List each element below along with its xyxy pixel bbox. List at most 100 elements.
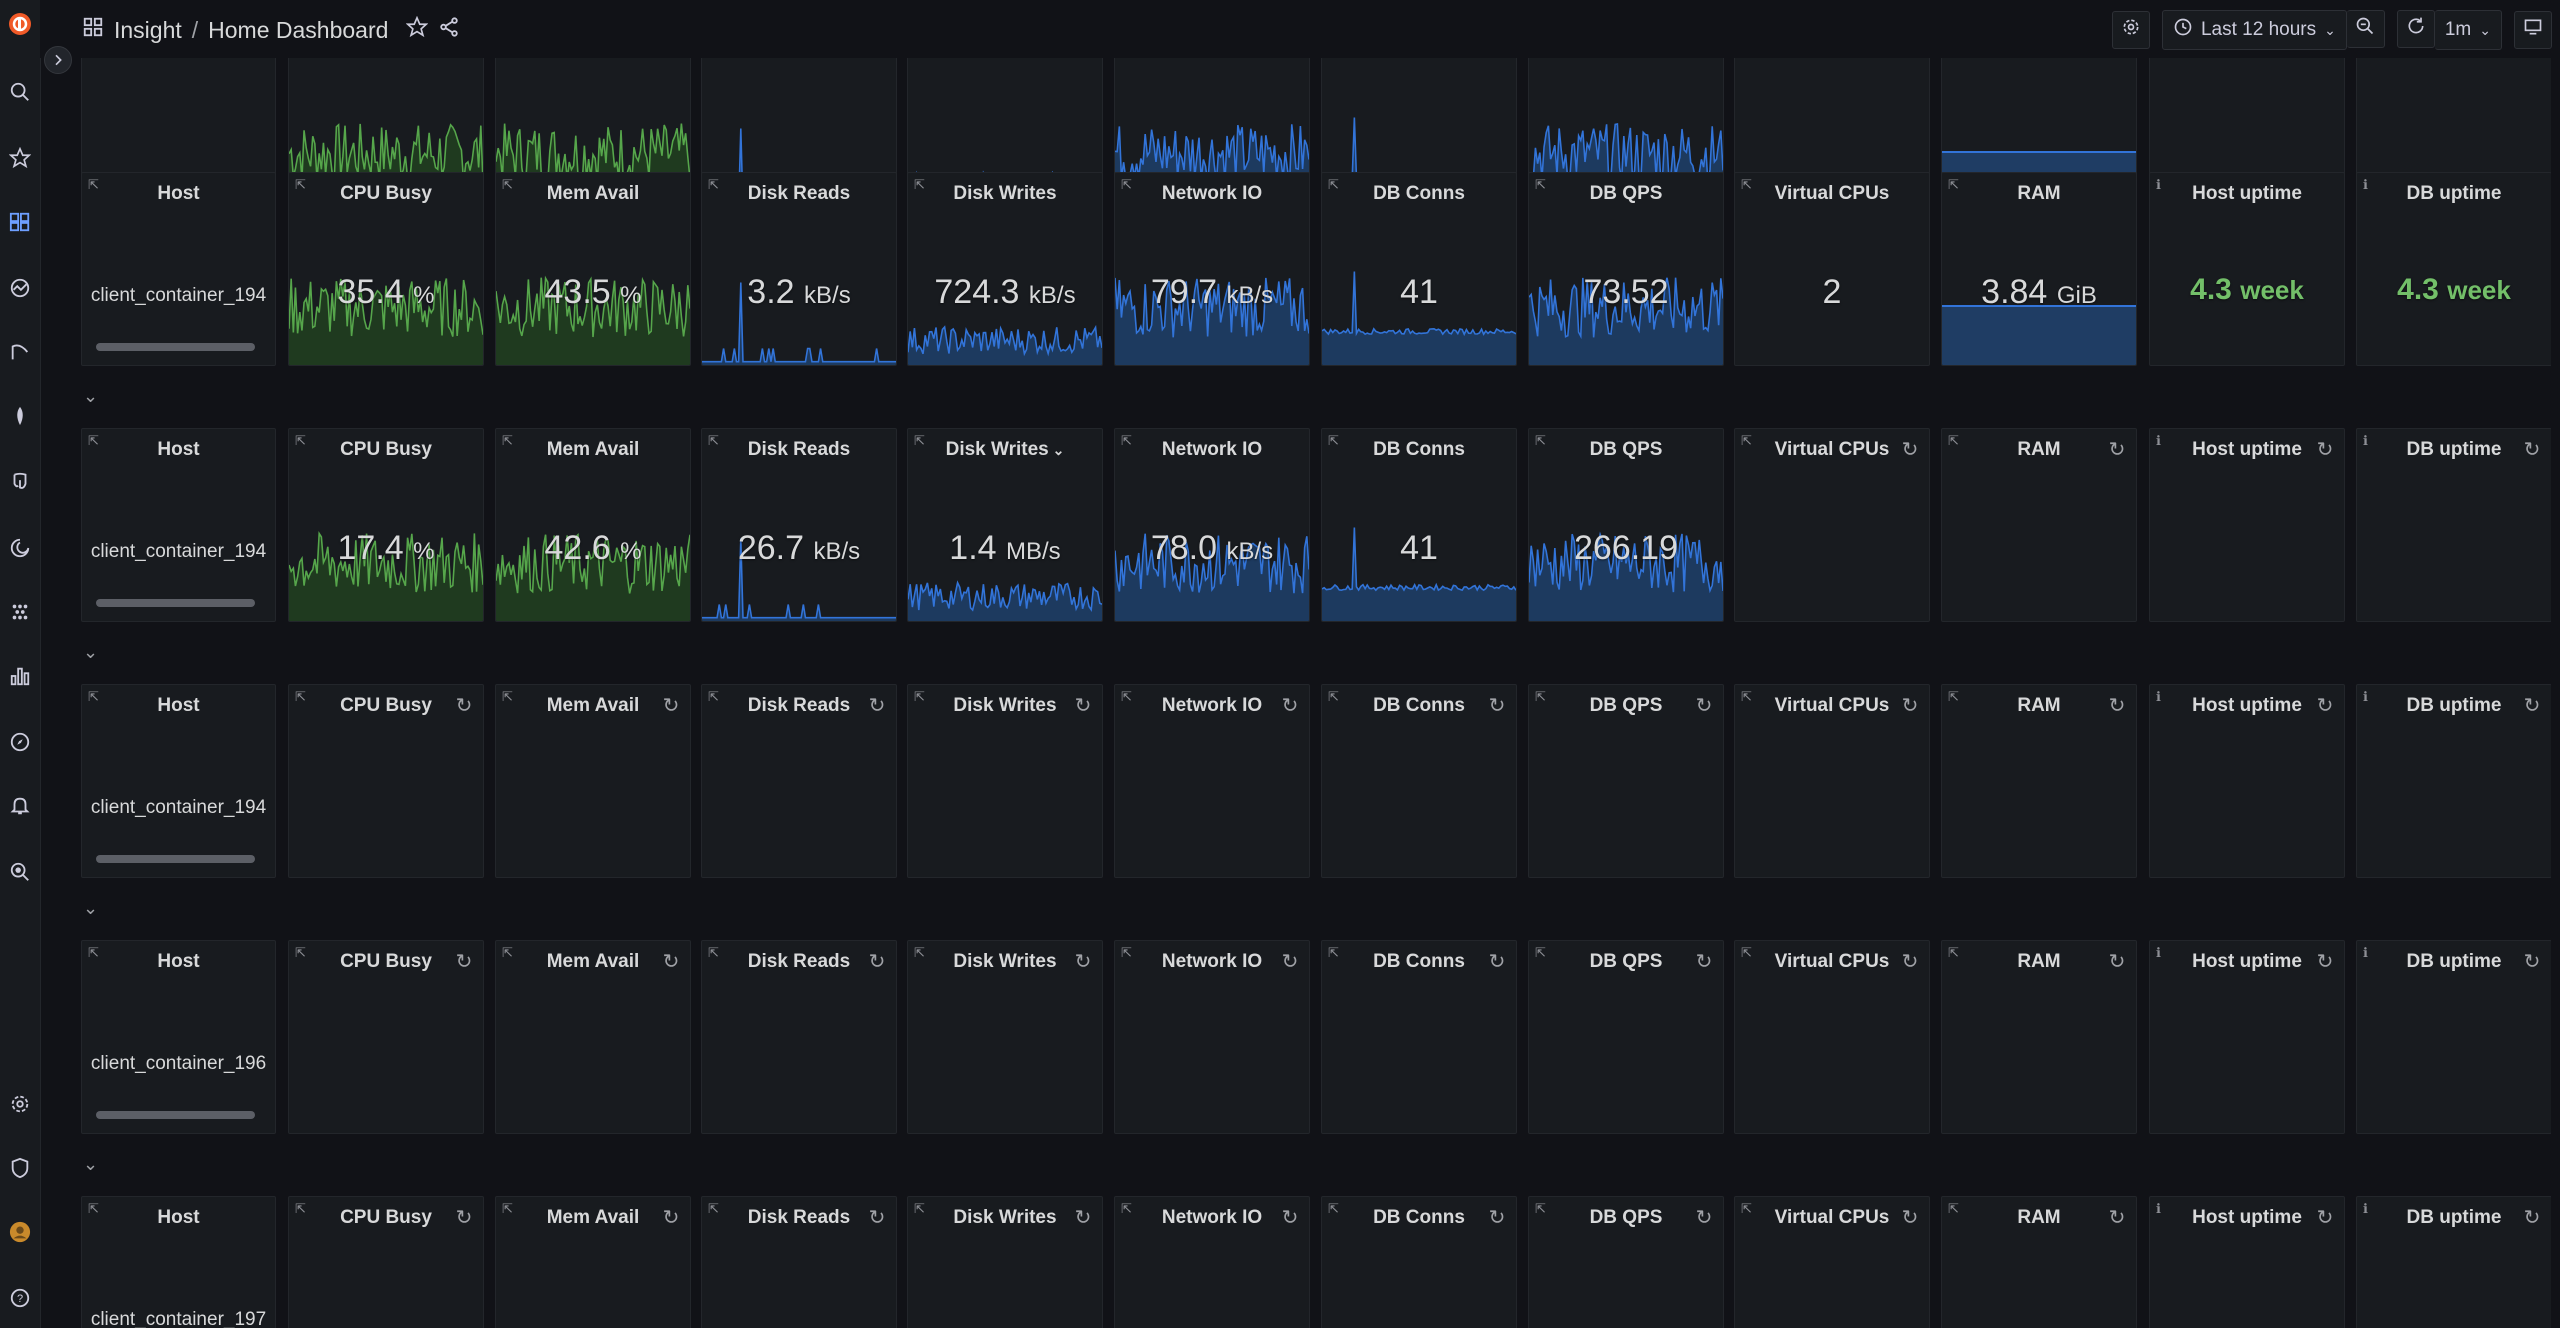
external-link-icon[interactable]: ⇱ bbox=[1328, 177, 1339, 192]
info-icon[interactable]: ℹ bbox=[2156, 177, 2161, 192]
proxysql-icon[interactable] bbox=[8, 536, 32, 560]
panel-disk-writes[interactable]: ⇱ Disk Writes ⌄ 1.4 MB/s bbox=[907, 428, 1103, 622]
info-icon[interactable]: ℹ bbox=[2363, 1201, 2368, 1216]
external-link-icon[interactable]: ⇱ bbox=[1328, 1201, 1339, 1216]
external-link-icon[interactable]: ⇱ bbox=[1535, 945, 1546, 960]
panel-db-conns[interactable]: ⇱ DB Conns 41 bbox=[1321, 172, 1517, 366]
panel-db-uptime[interactable]: ℹ DB uptime ↻ bbox=[2356, 684, 2551, 878]
info-icon[interactable]: ℹ bbox=[2363, 177, 2368, 192]
panel-ram[interactable]: ⇱ RAM ↻ bbox=[1941, 684, 2137, 878]
panel-db-conns[interactable]: ⇱ DB Conns ↻ bbox=[1321, 940, 1517, 1134]
zoom-out-button[interactable] bbox=[2346, 10, 2385, 48]
query-analytics-icon[interactable] bbox=[8, 340, 32, 364]
external-link-icon[interactable]: ⇱ bbox=[1741, 689, 1752, 704]
info-icon[interactable]: ℹ bbox=[2363, 689, 2368, 704]
panel-host[interactable]: ⇱ Host client_container_194 bbox=[81, 428, 276, 622]
external-link-icon[interactable]: ⇱ bbox=[502, 1201, 513, 1216]
row-collapse-chevron-icon[interactable]: ⌄ bbox=[83, 642, 99, 662]
external-link-icon[interactable]: ⇱ bbox=[502, 433, 513, 448]
grafana-logo-icon[interactable] bbox=[8, 12, 32, 36]
tv-mode-button[interactable] bbox=[2514, 11, 2552, 49]
info-icon[interactable]: ℹ bbox=[2363, 433, 2368, 448]
panel-disk-reads[interactable]: ⇱ Disk Reads ↻ bbox=[701, 684, 897, 878]
advisors-search-icon[interactable] bbox=[8, 860, 32, 884]
external-link-icon[interactable]: ⇱ bbox=[1121, 1201, 1132, 1216]
hexagon-grid-icon[interactable] bbox=[8, 600, 32, 624]
panel-db-conns[interactable]: ⇱ DB Conns ↻ bbox=[1321, 1196, 1517, 1328]
host-scrollbar[interactable] bbox=[96, 599, 255, 607]
panel-disk-writes[interactable]: ⇱ Disk Writes 724.3 kB/s bbox=[907, 172, 1103, 366]
panel-db-conns[interactable]: ⇱ DB Conns 41 bbox=[1321, 428, 1517, 622]
external-link-icon[interactable]: ⇱ bbox=[1948, 177, 1959, 192]
info-icon[interactable]: ℹ bbox=[2156, 433, 2161, 448]
refresh-button[interactable] bbox=[2396, 10, 2435, 48]
settings-gear-icon[interactable] bbox=[8, 1092, 32, 1116]
search-icon[interactable] bbox=[8, 80, 32, 104]
postgresql-icon[interactable] bbox=[8, 470, 32, 494]
external-link-icon[interactable]: ⇱ bbox=[88, 1201, 99, 1216]
dashboards-icon[interactable] bbox=[8, 210, 32, 234]
external-link-icon[interactable]: ⇱ bbox=[88, 689, 99, 704]
dashboard-settings-button[interactable] bbox=[2111, 11, 2150, 49]
info-icon[interactable]: ℹ bbox=[2156, 945, 2161, 960]
external-link-icon[interactable]: ⇱ bbox=[1741, 177, 1752, 192]
panel-mem[interactable]: ⇱ Mem Avail ↻ bbox=[495, 1196, 691, 1328]
external-link-icon[interactable]: ⇱ bbox=[295, 433, 306, 448]
panel-db-qps[interactable]: ⇱ DB QPS 73.52 bbox=[1528, 172, 1724, 366]
external-link-icon[interactable]: ⇱ bbox=[914, 1201, 925, 1216]
panel-ram[interactable]: ⇱ RAM ↻ bbox=[1941, 940, 2137, 1134]
panel-disk-reads[interactable]: ⇱ Disk Reads ↻ bbox=[701, 940, 897, 1134]
external-link-icon[interactable]: ⇱ bbox=[88, 433, 99, 448]
panel-cpu[interactable]: ⇱ CPU Busy 35.4 % bbox=[288, 172, 484, 366]
alerting-bell-icon[interactable] bbox=[8, 794, 32, 818]
host-scrollbar[interactable] bbox=[96, 855, 255, 863]
panel-host-uptime[interactable]: ℹ Host uptime ↻ bbox=[2149, 684, 2345, 878]
time-range-picker[interactable]: Last 12 hours ⌄ bbox=[2161, 10, 2347, 50]
panel-disk-reads[interactable]: ⇱ Disk Reads 3.2 kB/s bbox=[701, 172, 897, 366]
panel-db-uptime[interactable]: ℹ DB uptime ↻ bbox=[2356, 940, 2551, 1134]
panel-ram[interactable]: ⇱ RAM ↻ bbox=[1941, 1196, 2137, 1328]
row-collapse-chevron-icon[interactable]: ⌄ bbox=[83, 898, 99, 918]
panel-ram[interactable]: ⇱ RAM 3.84 GiB bbox=[1941, 172, 2137, 366]
host-scrollbar[interactable] bbox=[96, 343, 255, 351]
external-link-icon[interactable]: ⇱ bbox=[708, 177, 719, 192]
external-link-icon[interactable]: ⇱ bbox=[502, 689, 513, 704]
help-icon[interactable]: ? bbox=[8, 1286, 32, 1310]
external-link-icon[interactable]: ⇱ bbox=[708, 433, 719, 448]
external-link-icon[interactable]: ⇱ bbox=[295, 945, 306, 960]
panel-vcpus[interactable]: ⇱ Virtual CPUs ↻ bbox=[1734, 940, 1930, 1134]
external-link-icon[interactable]: ⇱ bbox=[88, 945, 99, 960]
external-link-icon[interactable]: ⇱ bbox=[1948, 945, 1959, 960]
panel-disk-reads[interactable]: ⇱ Disk Reads 26.7 kB/s bbox=[701, 428, 897, 622]
explore-compass-icon[interactable] bbox=[8, 730, 32, 754]
panel-cpu[interactable]: ⇱ CPU Busy 17.4 % bbox=[288, 428, 484, 622]
panel-network[interactable]: ⇱ Network IO ↻ bbox=[1114, 940, 1310, 1134]
panel-mem[interactable]: ⇱ Mem Avail 42.6 % bbox=[495, 428, 691, 622]
dashboard-title[interactable]: Home Dashboard bbox=[208, 16, 389, 43]
external-link-icon[interactable]: ⇱ bbox=[708, 689, 719, 704]
panel-host[interactable]: ⇱ Host client_container_196 bbox=[81, 940, 276, 1134]
panel-disk-reads[interactable]: ⇱ Disk Reads ↻ bbox=[701, 1196, 897, 1328]
panel-db-qps[interactable]: ⇱ DB QPS ↻ bbox=[1528, 940, 1724, 1134]
panel-cpu[interactable]: ⇱ CPU Busy ↻ bbox=[288, 684, 484, 878]
panel-vcpus[interactable]: ⇱ Virtual CPUs ↻ bbox=[1734, 1196, 1930, 1328]
info-icon[interactable]: ℹ bbox=[2363, 945, 2368, 960]
panel-menu-chevron-icon[interactable]: ⌄ bbox=[1048, 442, 1065, 458]
panel-vcpus[interactable]: ⇱ Virtual CPUs 2 bbox=[1734, 172, 1930, 366]
panel-mem[interactable]: ⇱ Mem Avail ↻ bbox=[495, 940, 691, 1134]
host-scrollbar[interactable] bbox=[96, 1111, 255, 1119]
external-link-icon[interactable]: ⇱ bbox=[1535, 433, 1546, 448]
panel-network[interactable]: ⇱ Network IO 79.7 kB/s bbox=[1114, 172, 1310, 366]
expand-sidebar-button[interactable] bbox=[44, 46, 72, 74]
panel-ram[interactable]: ⇱ RAM ↻ bbox=[1941, 428, 2137, 622]
panel-db-qps[interactable]: ⇱ DB QPS 266.19 bbox=[1528, 428, 1724, 622]
panel-host[interactable]: ⇱ Host client_container_194 bbox=[81, 684, 276, 878]
info-icon[interactable]: ℹ bbox=[2156, 689, 2161, 704]
external-link-icon[interactable]: ⇱ bbox=[502, 177, 513, 192]
panel-network[interactable]: ⇱ Network IO ↻ bbox=[1114, 1196, 1310, 1328]
external-link-icon[interactable]: ⇱ bbox=[1535, 1201, 1546, 1216]
panel-host-uptime[interactable]: ℹ Host uptime 4.3 week bbox=[2149, 172, 2345, 366]
panel-disk-writes[interactable]: ⇱ Disk Writes ↻ bbox=[907, 940, 1103, 1134]
mongodb-icon[interactable] bbox=[8, 404, 32, 428]
external-link-icon[interactable]: ⇱ bbox=[1328, 689, 1339, 704]
